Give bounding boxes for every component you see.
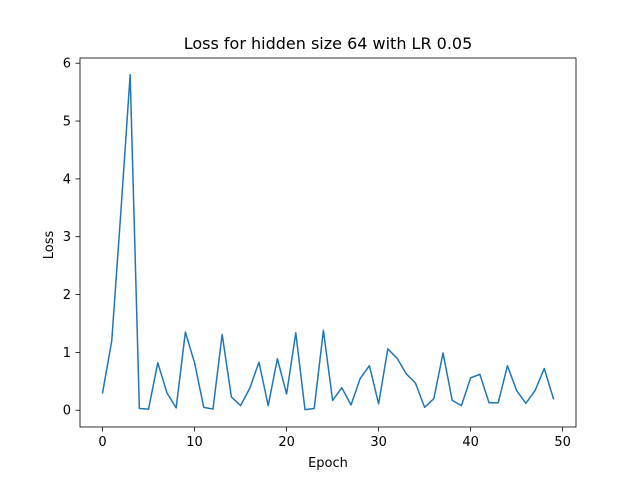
x-axis-title: Epoch — [308, 456, 348, 471]
axes-frame — [79, 57, 577, 428]
y-tick-label-6: 6 — [63, 57, 71, 72]
y-tick-label-2: 2 — [63, 288, 71, 303]
y-axis-title: Loss — [42, 231, 57, 260]
y-tick-label-0: 0 — [63, 404, 71, 419]
plot-area: 0 10 20 30 40 50 0 1 2 3 4 5 6 — [63, 57, 577, 450]
x-tick-label-0: 0 — [98, 435, 106, 450]
x-tick-label-10: 10 — [186, 435, 203, 450]
x-tick-label-50: 50 — [554, 435, 571, 450]
y-tick-label-3: 3 — [63, 230, 71, 245]
series-line-0 — [101, 74, 555, 411]
y-tick-label-5: 5 — [63, 115, 71, 130]
chart-title: Loss for hidden size 64 with LR 0.05 — [184, 34, 473, 53]
x-tick-label-20: 20 — [278, 435, 295, 450]
x-tick-label-30: 30 — [370, 435, 387, 450]
y-tick-label-1: 1 — [63, 346, 71, 361]
y-tick-label-4: 4 — [63, 172, 71, 187]
x-tick-label-40: 40 — [462, 435, 479, 450]
